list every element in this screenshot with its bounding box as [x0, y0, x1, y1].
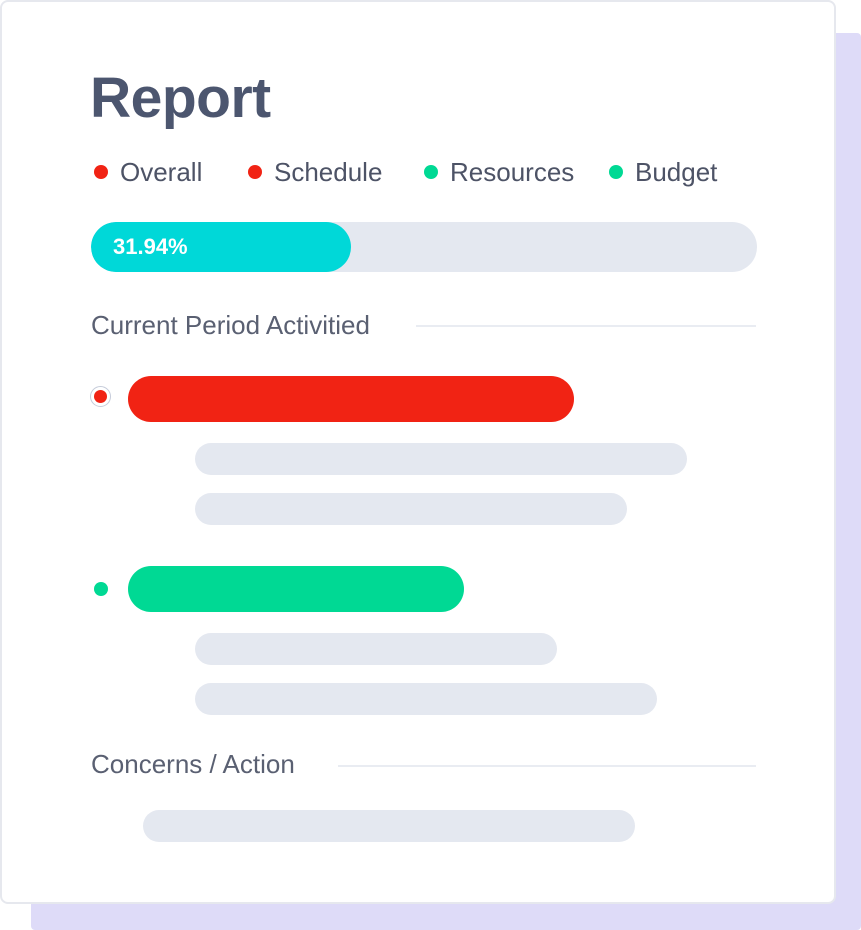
status-dot-icon — [94, 582, 108, 596]
placeholder-line — [195, 683, 657, 715]
status-dot-icon — [424, 165, 438, 179]
status-dot-icon — [94, 165, 108, 179]
legend-item-resources: Resources — [424, 154, 574, 190]
legend-label: Schedule — [274, 156, 383, 187]
report-card: Report Overall Schedule Resources Budget… — [0, 0, 836, 904]
activity-radio[interactable] — [90, 386, 111, 407]
legend-label: Budget — [635, 156, 718, 187]
section-heading-concerns: Concerns / Action — [91, 749, 295, 779]
activity-bar — [128, 566, 464, 612]
section-divider — [416, 325, 756, 327]
progress-bar: 31.94% — [91, 222, 757, 272]
legend-label: Overall — [120, 156, 203, 187]
progress-label: 31.94% — [113, 234, 188, 259]
status-dot-icon — [248, 165, 262, 179]
section-divider — [338, 765, 756, 767]
placeholder-line — [143, 810, 635, 842]
legend-item-overall: Overall — [94, 154, 202, 190]
status-dot-icon — [94, 390, 107, 403]
legend-item-schedule: Schedule — [248, 154, 382, 190]
activity-bar — [128, 376, 574, 422]
section-heading-current-period: Current Period Activitied — [91, 310, 370, 340]
legend-label: Resources — [450, 156, 575, 187]
legend-item-budget: Budget — [609, 154, 717, 190]
page-title: Report — [90, 66, 271, 130]
placeholder-line — [195, 493, 627, 525]
progress-fill — [91, 222, 351, 272]
placeholder-line — [195, 443, 687, 475]
placeholder-line — [195, 633, 557, 665]
status-dot-icon — [609, 165, 623, 179]
